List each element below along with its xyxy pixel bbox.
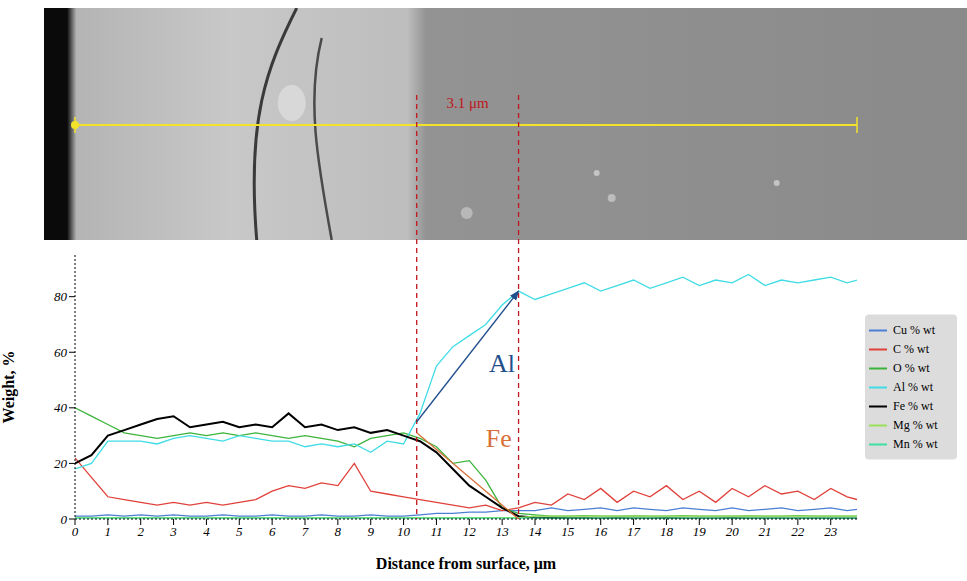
- svg-text:14: 14: [529, 524, 543, 539]
- html-text:Al % wt: Al % wt: [893, 379, 933, 394]
- html-text:Cu % wt: Cu % wt: [893, 322, 935, 337]
- svg-text:60: 60: [54, 345, 68, 360]
- svg-text:0: 0: [61, 512, 68, 527]
- svg-text:3.1 μm: 3.1 μm: [447, 95, 490, 111]
- svg-text:Fe: Fe: [486, 424, 512, 453]
- svg-text:3: 3: [169, 524, 177, 539]
- svg-text:4: 4: [203, 524, 210, 539]
- svg-text:18: 18: [660, 524, 674, 539]
- svg-text:Weight, %: Weight, %: [0, 351, 18, 424]
- svg-text:8: 8: [335, 524, 342, 539]
- svg-text:Distance from surface, μm: Distance from surface, μm: [376, 555, 557, 573]
- svg-text:16: 16: [594, 524, 608, 539]
- svg-text:15: 15: [561, 524, 575, 539]
- html-text:Fe % wt: Fe % wt: [893, 398, 933, 413]
- svg-text:20: 20: [726, 524, 740, 539]
- svg-text:21: 21: [759, 524, 772, 539]
- svg-text:5: 5: [236, 524, 243, 539]
- svg-text:40: 40: [54, 400, 68, 415]
- svg-text:7: 7: [302, 524, 309, 539]
- svg-text:2: 2: [137, 524, 144, 539]
- svg-text:22: 22: [791, 524, 805, 539]
- svg-text:19: 19: [693, 524, 707, 539]
- svg-text:11: 11: [430, 524, 442, 539]
- svg-text:Al: Al: [489, 349, 515, 378]
- svg-text:0: 0: [72, 524, 79, 539]
- svg-text:10: 10: [397, 524, 411, 539]
- html-text:O % wt: O % wt: [893, 360, 930, 375]
- svg-text:12: 12: [463, 524, 477, 539]
- svg-text:80: 80: [54, 289, 68, 304]
- html-text:C % wt: C % wt: [893, 341, 929, 356]
- svg-text:1: 1: [105, 524, 112, 539]
- svg-text:17: 17: [627, 524, 641, 539]
- svg-text:23: 23: [824, 524, 838, 539]
- html-text:Mn % wt: Mn % wt: [893, 436, 938, 451]
- svg-text:13: 13: [496, 524, 510, 539]
- svg-text:9: 9: [367, 524, 374, 539]
- svg-text:20: 20: [54, 456, 68, 471]
- html-text:Mg % wt: Mg % wt: [893, 417, 938, 432]
- svg-text:6: 6: [269, 524, 276, 539]
